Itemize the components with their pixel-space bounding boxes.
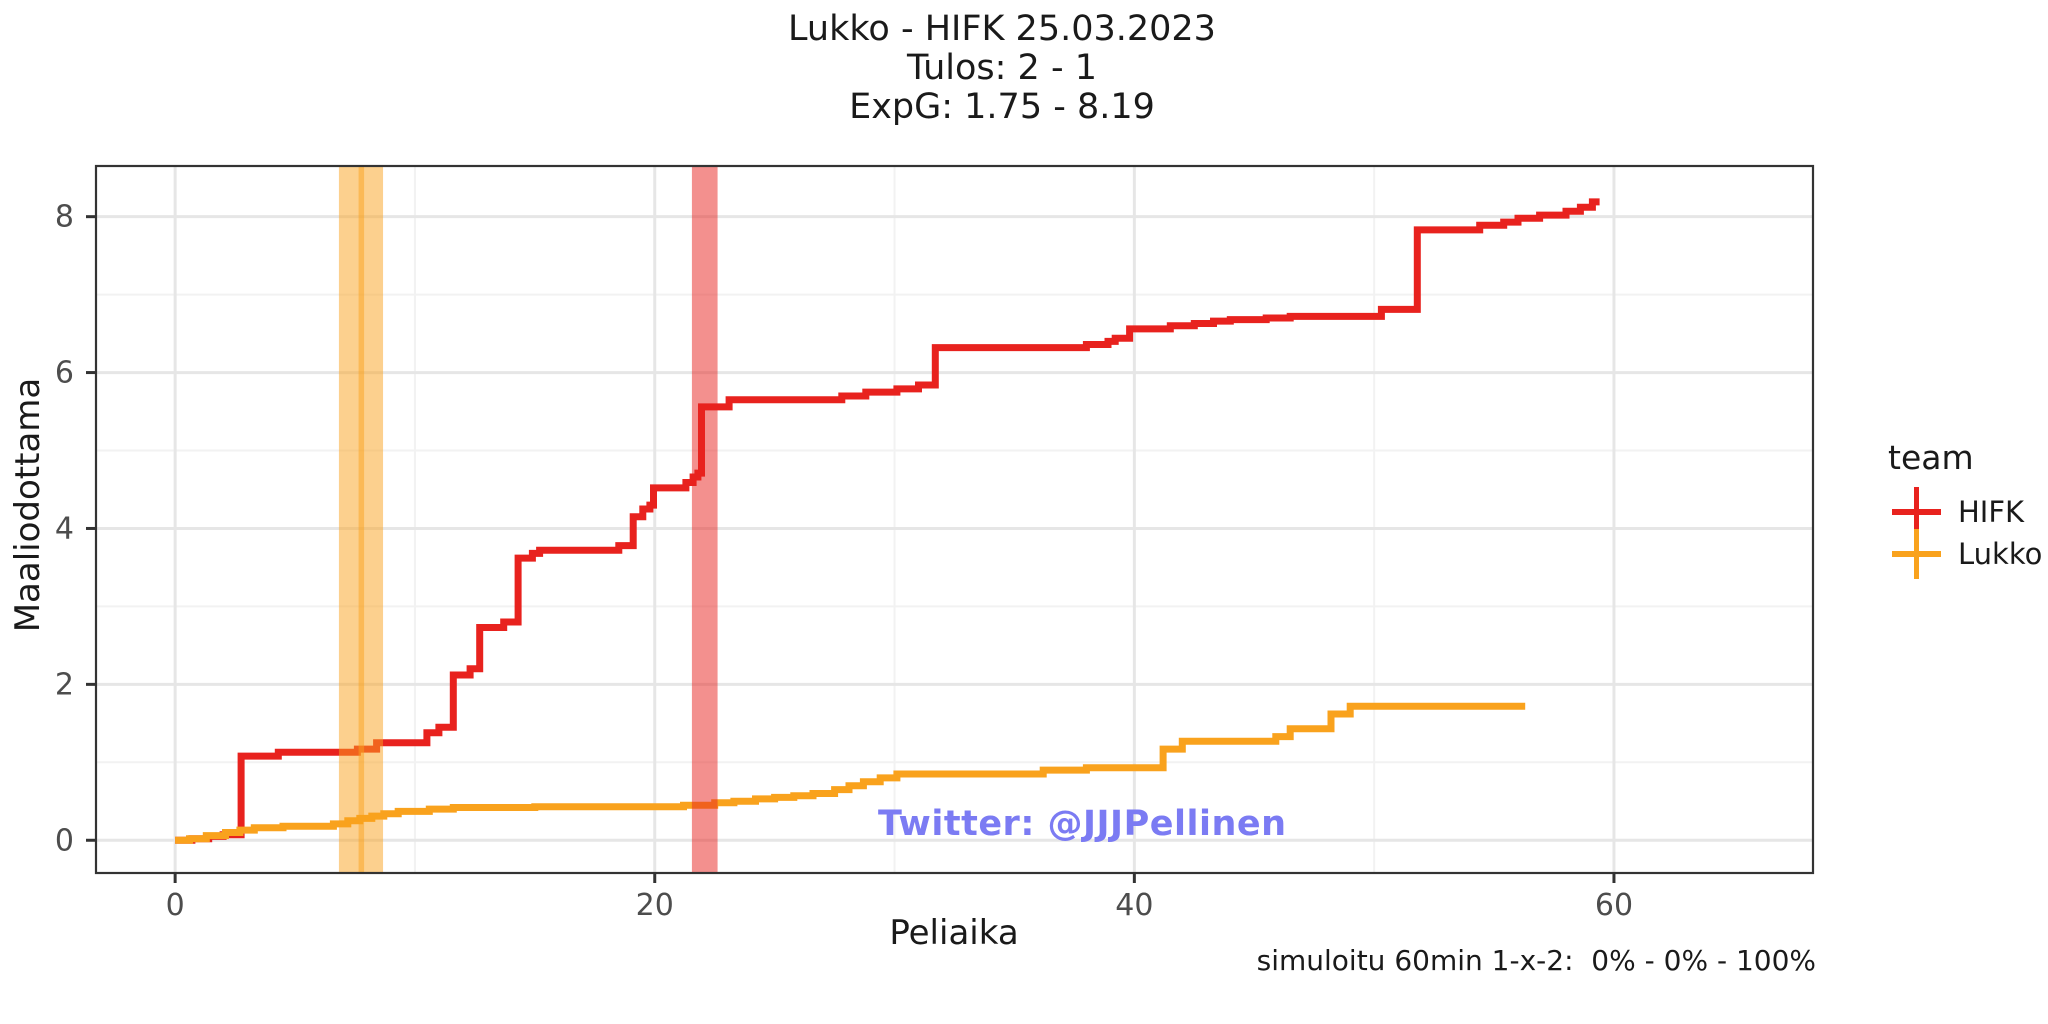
y-tick-label: 6 [55,356,74,391]
legend-item-hifk: HIFK [1888,487,2042,537]
chart-title-block: Lukko - HIFK 25.03.2023 Tulos: 2 - 1 Exp… [788,10,1216,127]
y-tick-label: 2 [55,667,74,702]
watermark-text: Twitter: @JJJPellinen [878,804,1287,844]
hifk-line-key-icon [1888,487,1944,537]
legend-label-lukko: Lukko [1958,537,2043,571]
series-line-lukko [175,702,1526,844]
legend-label-hifk: HIFK [1958,495,2025,529]
goal-band-lukko [358,166,384,873]
chart-subtitle-score: Tulos: 2 - 1 [907,48,1097,88]
x-tick-label: 40 [1115,888,1153,923]
lukko-line-key-icon [1888,529,1944,579]
x-tick-label: 0 [166,888,185,923]
y-tick-label: 8 [55,200,74,235]
chart-title: Lukko - HIFK 25.03.2023 [788,9,1216,49]
y-axis-title: Maaliodottama [8,377,48,633]
simulation-caption: simuloitu 60min 1-x-2: 0% - 0% - 100% [1256,944,1816,977]
y-tick-label: 4 [55,511,74,546]
legend-title: team [1888,438,1974,477]
y-tick-label: 0 [55,823,74,858]
legend: team HIFK Lukko [1888,438,2043,579]
legend-item-lukko: Lukko [1888,529,2043,579]
chart-subtitle-expg: ExpG: 1.75 - 8.19 [849,87,1155,127]
x-axis-title: Peliaika [889,913,1019,953]
x-tick-label: 60 [1595,888,1633,923]
goal-band-hifk [691,166,718,873]
x-tick-label: 20 [636,888,674,923]
panel-border [94,164,1815,875]
